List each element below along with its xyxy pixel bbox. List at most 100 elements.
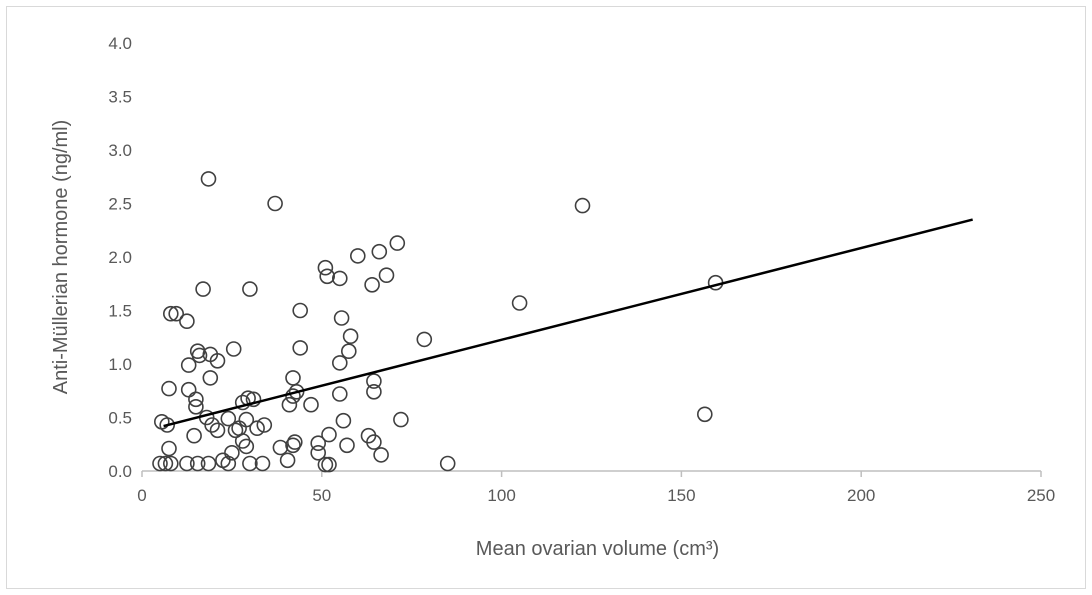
data-point bbox=[168, 305, 184, 322]
data-point bbox=[159, 417, 175, 433]
data-point bbox=[256, 417, 273, 433]
scatter-chart: 0.0 0.5 1.0 1.5 2.0 2.5 3.0 3.5 4.0 0 50 100 150 200… bbox=[50, 34, 1055, 560]
data-point bbox=[339, 437, 355, 454]
data-point bbox=[242, 455, 258, 472]
data-point bbox=[321, 456, 337, 473]
x-tick-label: 0 bbox=[137, 486, 146, 505]
data-point bbox=[288, 383, 305, 400]
data-point bbox=[331, 386, 348, 402]
data-point bbox=[225, 341, 242, 357]
data-point bbox=[189, 455, 206, 472]
data-point bbox=[204, 417, 220, 433]
data-point bbox=[180, 357, 197, 373]
data-point bbox=[254, 455, 271, 472]
x-tick-label: 50 bbox=[312, 486, 331, 505]
data-point bbox=[317, 259, 334, 276]
data-point bbox=[364, 276, 380, 293]
x-tick-label: 200 bbox=[847, 486, 875, 505]
data-point bbox=[335, 412, 352, 429]
data-point bbox=[321, 426, 337, 443]
data-point bbox=[220, 455, 237, 472]
data-point bbox=[511, 295, 528, 311]
x-axis-ticks: 0 50 100 150 200 250 bbox=[137, 471, 1055, 505]
data-point bbox=[249, 420, 265, 437]
data-point bbox=[331, 355, 348, 371]
data-point bbox=[285, 370, 301, 386]
data-point bbox=[245, 391, 262, 408]
data-point bbox=[366, 373, 382, 389]
data-point bbox=[238, 438, 255, 455]
y-tick-label: 2.0 bbox=[108, 248, 132, 267]
x-axis-title: Mean ovarian volume (cm³) bbox=[476, 538, 719, 560]
data-point bbox=[389, 235, 406, 251]
data-point bbox=[340, 343, 357, 360]
data-point bbox=[161, 440, 177, 457]
data-point bbox=[286, 434, 303, 450]
data-point bbox=[279, 452, 296, 469]
data-point bbox=[696, 406, 713, 423]
data-point bbox=[292, 340, 309, 356]
x-tick-label: 100 bbox=[487, 486, 515, 505]
y-axis-title: Anti-Müllerian hormone (ng/ml) bbox=[50, 120, 72, 395]
data-point bbox=[163, 305, 179, 322]
data-point bbox=[209, 422, 226, 439]
data-point bbox=[161, 380, 177, 397]
data-point bbox=[157, 455, 174, 472]
data-point bbox=[378, 267, 395, 284]
data-point bbox=[333, 310, 350, 326]
data-point bbox=[234, 394, 251, 411]
data-point bbox=[179, 455, 195, 472]
data-point bbox=[202, 370, 219, 386]
x-tick-label: 250 bbox=[1027, 486, 1055, 505]
x-tick-label: 150 bbox=[667, 486, 695, 505]
y-tick-label: 1.0 bbox=[108, 355, 132, 374]
data-point bbox=[180, 381, 197, 398]
data-point bbox=[310, 444, 327, 461]
y-tick-label: 0.5 bbox=[108, 409, 132, 428]
data-point bbox=[267, 195, 283, 212]
data-point bbox=[331, 270, 348, 287]
trendline bbox=[163, 218, 973, 428]
data-point bbox=[366, 383, 382, 400]
data-point bbox=[371, 243, 388, 260]
data-point bbox=[186, 427, 202, 444]
data-point bbox=[342, 328, 359, 345]
data-point bbox=[317, 456, 334, 473]
y-axis-ticks: 0.0 0.5 1.0 1.5 2.0 2.5 3.0 3.5 4.0 bbox=[108, 34, 132, 481]
data-point bbox=[285, 437, 301, 454]
data-point bbox=[152, 455, 168, 472]
y-tick-label: 1.5 bbox=[108, 302, 132, 321]
data-point bbox=[574, 197, 591, 214]
data-point bbox=[195, 281, 211, 297]
data-point bbox=[439, 455, 456, 472]
data-point bbox=[220, 410, 237, 427]
data-point bbox=[188, 398, 204, 415]
data-point bbox=[242, 281, 258, 297]
data-point bbox=[349, 248, 366, 264]
data-points bbox=[152, 171, 724, 473]
y-tick-label: 0.0 bbox=[108, 462, 132, 481]
data-point bbox=[310, 435, 327, 452]
data-point bbox=[191, 347, 208, 364]
data-point bbox=[303, 396, 319, 413]
data-point bbox=[163, 455, 179, 472]
data-point bbox=[373, 447, 389, 463]
data-point bbox=[188, 391, 204, 408]
data-point bbox=[319, 268, 336, 285]
data-point bbox=[366, 434, 382, 450]
data-point bbox=[272, 439, 289, 456]
data-point bbox=[200, 455, 217, 472]
y-tick-label: 3.0 bbox=[108, 141, 132, 160]
y-tick-label: 3.5 bbox=[108, 88, 132, 107]
data-point bbox=[200, 171, 217, 187]
data-point bbox=[209, 352, 226, 369]
data-point bbox=[292, 302, 309, 319]
data-point bbox=[227, 422, 244, 439]
y-tick-label: 4.0 bbox=[108, 34, 132, 53]
chart-frame: 0.0 0.5 1.0 1.5 2.0 2.5 3.0 3.5 4.0 0 50 100 150 200… bbox=[6, 6, 1086, 589]
data-point bbox=[179, 313, 195, 330]
y-tick-label: 2.5 bbox=[108, 195, 132, 214]
data-point bbox=[416, 331, 433, 348]
data-point bbox=[281, 396, 298, 413]
data-point bbox=[393, 411, 409, 428]
